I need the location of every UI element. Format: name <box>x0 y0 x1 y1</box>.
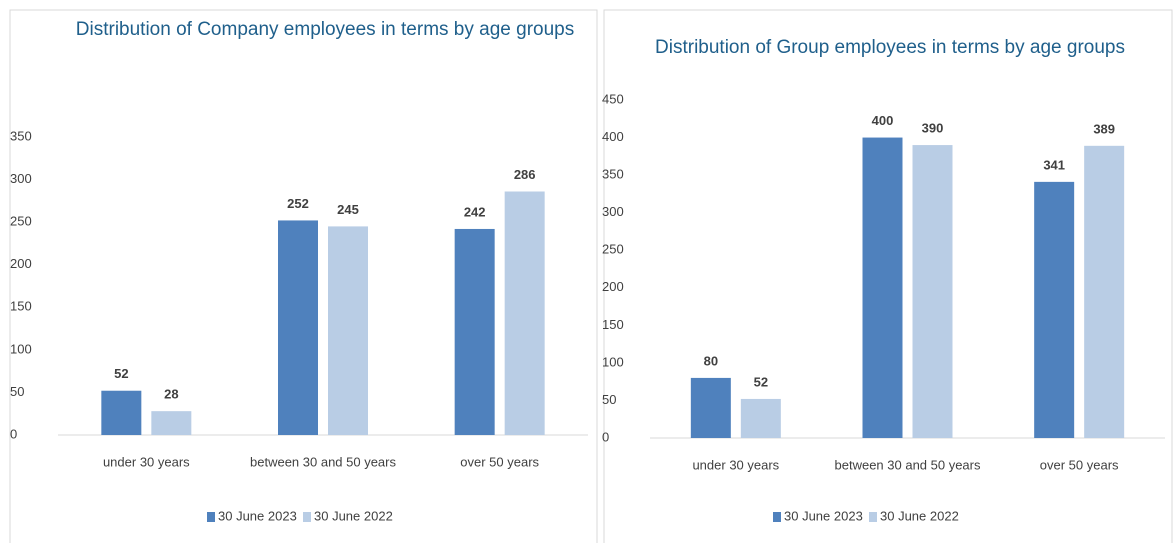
legend-label: 30 June 2023 <box>218 508 297 523</box>
x-tick-label: between 30 and 50 years <box>250 454 396 469</box>
data-label: 80 <box>704 353 718 368</box>
legend-swatch <box>303 512 311 522</box>
bar <box>690 377 731 438</box>
bar <box>1034 181 1075 439</box>
y-tick-label: 0 <box>602 429 609 444</box>
y-tick-label: 400 <box>602 129 624 144</box>
panel <box>9 9 598 548</box>
y-tick-label: 100 <box>602 354 624 369</box>
legend-swatch <box>773 512 781 522</box>
data-label: 252 <box>287 196 309 211</box>
bar <box>862 137 903 439</box>
y-tick-label: 250 <box>10 214 32 229</box>
x-tick-label: over 50 years <box>460 454 539 469</box>
x-tick-label: under 30 years <box>103 454 190 469</box>
y-tick-label: 50 <box>602 392 616 407</box>
y-tick-label: 300 <box>602 204 624 219</box>
y-tick-label: 150 <box>602 317 624 332</box>
legend-label: 30 June 2022 <box>314 508 393 523</box>
chart-title-box: Distribution of Group employees in terms… <box>655 37 1125 58</box>
y-tick-label: 0 <box>10 426 17 441</box>
y-tick-label: 200 <box>602 279 624 294</box>
bar <box>328 226 368 435</box>
bar <box>101 390 142 435</box>
x-tick-label: between 30 and 50 years <box>835 457 981 472</box>
y-tick-label: 300 <box>10 171 32 186</box>
bar <box>740 398 781 438</box>
data-label: 245 <box>337 202 359 217</box>
bar <box>1084 145 1125 438</box>
data-label: 52 <box>114 366 128 381</box>
chart-title-box: Distribution of Company employees in ter… <box>75 19 575 40</box>
y-tick-label: 50 <box>10 384 24 399</box>
chart-title: Distribution of Group employees in terms… <box>655 37 1125 58</box>
bar <box>504 191 545 435</box>
legend-label: 30 June 2022 <box>880 508 959 523</box>
data-label: 389 <box>1093 121 1115 136</box>
data-label: 341 <box>1043 157 1065 172</box>
y-tick-label: 200 <box>10 256 32 271</box>
bar <box>151 411 192 435</box>
data-label: 400 <box>872 113 894 128</box>
x-tick-label: under 30 years <box>692 457 779 472</box>
panel <box>603 9 1173 548</box>
bar <box>454 228 495 435</box>
data-label: 28 <box>164 387 178 402</box>
bar <box>912 145 953 439</box>
x-tick-label: over 50 years <box>1040 457 1119 472</box>
y-tick-label: 450 <box>602 91 624 106</box>
y-tick-label: 100 <box>10 341 32 356</box>
legend-swatch <box>207 512 215 522</box>
data-label: 390 <box>922 121 944 136</box>
y-tick-label: 150 <box>10 299 32 314</box>
y-tick-label: 350 <box>10 128 32 143</box>
y-tick-label: 250 <box>602 242 624 257</box>
bar <box>278 220 318 435</box>
y-tick-label: 350 <box>602 167 624 182</box>
data-label: 52 <box>754 374 768 389</box>
data-label: 286 <box>514 167 536 182</box>
chart-title: Distribution of Company employees in ter… <box>75 19 575 40</box>
legend-swatch <box>869 512 877 522</box>
data-label: 242 <box>464 204 486 219</box>
legend-label: 30 June 2023 <box>784 508 863 523</box>
